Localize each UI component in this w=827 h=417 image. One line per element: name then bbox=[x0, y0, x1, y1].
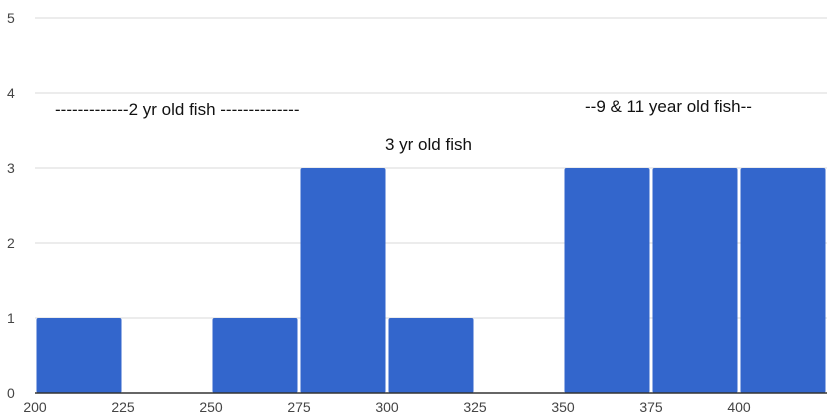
x-axis-ticks: 200 225 250 275 300 325 350 375 400 bbox=[23, 399, 751, 415]
x-tick-label: 300 bbox=[375, 399, 399, 415]
bar-375-400 bbox=[652, 168, 738, 393]
y-tick-label: 0 bbox=[7, 385, 15, 401]
x-tick-label: 375 bbox=[639, 399, 663, 415]
bar-250-275 bbox=[212, 318, 298, 393]
x-tick-label: 200 bbox=[23, 399, 47, 415]
y-tick-label: 3 bbox=[7, 160, 15, 176]
annotation-3yr-old-fish: 3 yr old fish bbox=[385, 135, 472, 154]
bars bbox=[36, 168, 826, 393]
x-tick-label: 250 bbox=[199, 399, 223, 415]
bar-275-300 bbox=[300, 168, 386, 393]
bar-300-325 bbox=[388, 318, 474, 393]
annotation-2yr-old-fish: -------------2 yr old fish -------------… bbox=[55, 100, 300, 119]
x-tick-label: 225 bbox=[111, 399, 135, 415]
x-tick-label: 400 bbox=[727, 399, 751, 415]
y-axis-ticks: 0 1 2 3 4 5 bbox=[7, 10, 15, 401]
x-tick-label: 275 bbox=[287, 399, 311, 415]
x-tick-label: 325 bbox=[463, 399, 487, 415]
bar-200-225 bbox=[36, 318, 122, 393]
y-tick-label: 2 bbox=[7, 235, 15, 251]
bar-400-425 bbox=[740, 168, 826, 393]
annotation-9-11yr-old-fish: --9 & 11 year old fish-- bbox=[585, 97, 752, 116]
y-tick-label: 5 bbox=[7, 10, 15, 26]
x-tick-label: 350 bbox=[551, 399, 575, 415]
y-tick-label: 1 bbox=[7, 310, 15, 326]
y-tick-label: 4 bbox=[7, 85, 15, 101]
bar-350-375 bbox=[564, 168, 650, 393]
